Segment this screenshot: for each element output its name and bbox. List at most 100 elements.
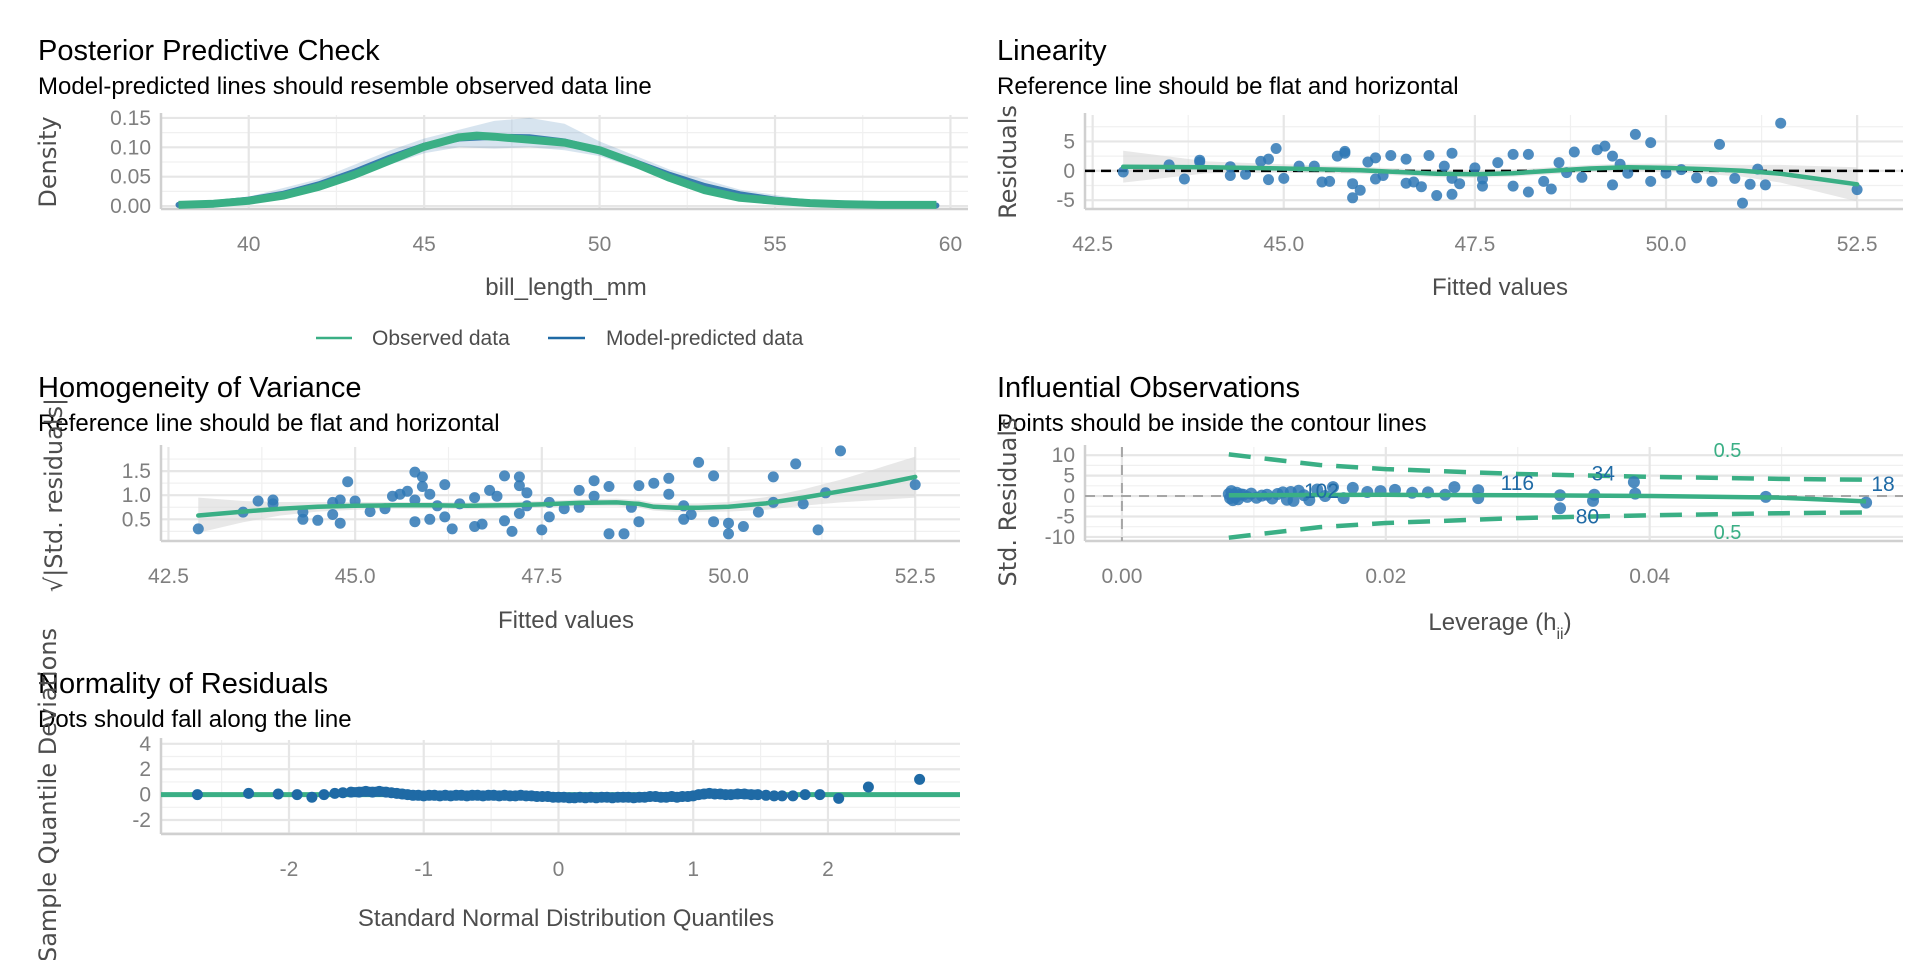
data-point xyxy=(521,487,533,499)
data-point xyxy=(588,475,600,487)
data-point xyxy=(334,494,346,506)
point-label: 34 xyxy=(1592,463,1616,486)
y-tick-label: 0 xyxy=(1063,485,1075,508)
point-label: 102 xyxy=(1304,480,1339,503)
y-axis-title: √|Std. residuals| xyxy=(40,398,68,592)
x-tick-label: 50.0 xyxy=(708,565,749,588)
data-point xyxy=(1545,183,1557,195)
y-tick-label: 5 xyxy=(1063,130,1075,153)
data-point xyxy=(469,492,481,504)
data-point xyxy=(693,456,705,468)
panel-homogeneity-of-variance: Homogeneity of Variance Reference line s… xyxy=(38,372,960,634)
x-tick-label: 0 xyxy=(553,858,565,881)
data-point xyxy=(760,789,772,801)
data-point xyxy=(424,488,436,500)
data-point xyxy=(1554,502,1566,515)
legend: Observed data Model-predicted data xyxy=(316,327,804,350)
data-point xyxy=(499,470,510,482)
data-point xyxy=(1347,178,1359,190)
data-point xyxy=(318,789,330,801)
x-tick-label: 55 xyxy=(763,233,786,256)
data-point xyxy=(337,787,349,799)
x-tick-label: 47.5 xyxy=(521,565,562,588)
point-label: 80 xyxy=(1576,505,1599,528)
x-tick-label: 45.0 xyxy=(1263,233,1304,256)
point-label: 18 xyxy=(1871,473,1894,496)
data-point xyxy=(1346,481,1359,494)
data-point xyxy=(790,458,802,470)
data-point xyxy=(1775,117,1787,129)
data-point xyxy=(1339,147,1351,159)
y-tick-label: 0.00 xyxy=(110,195,151,218)
panel-title: Linearity xyxy=(997,35,1107,67)
y-tick-label: 0.05 xyxy=(110,166,151,189)
x-tick-label: 0.00 xyxy=(1102,565,1143,588)
x-tick-label: 50.0 xyxy=(1646,233,1687,256)
data-point xyxy=(1645,137,1657,149)
data-point xyxy=(297,513,309,525)
data-point xyxy=(909,479,921,491)
smooth-line xyxy=(1228,492,1867,504)
data-point xyxy=(252,495,264,507)
data-point xyxy=(1438,160,1450,172)
data-point xyxy=(633,480,645,492)
data-point xyxy=(685,509,697,520)
data-point xyxy=(776,790,788,802)
data-point xyxy=(752,506,764,518)
data-point xyxy=(1327,481,1339,494)
data-point xyxy=(1599,140,1611,152)
data-point xyxy=(1270,143,1282,154)
y-tick-label: 4 xyxy=(139,733,151,756)
data-point xyxy=(1278,172,1290,184)
y-tick-label: 2 xyxy=(139,758,151,781)
y-axis-title: Residuals xyxy=(994,105,1022,219)
data-point xyxy=(618,528,630,540)
data-point xyxy=(1522,148,1534,160)
data-point xyxy=(543,511,555,523)
point-label: 116 xyxy=(1501,472,1534,495)
data-point xyxy=(663,472,675,484)
data-point xyxy=(1522,186,1534,198)
data-point xyxy=(327,509,339,520)
data-point xyxy=(1178,173,1190,185)
y-tick-label: 0.5 xyxy=(122,508,151,531)
y-tick-label: 1.5 xyxy=(122,460,151,483)
data-point xyxy=(243,787,255,799)
data-point xyxy=(1568,146,1580,158)
data-point xyxy=(499,515,510,527)
x-tick-label: 0.02 xyxy=(1365,565,1406,588)
data-point xyxy=(1706,175,1718,187)
x-axis-title-end: ) xyxy=(1564,609,1572,636)
x-tick-label: -1 xyxy=(414,858,433,881)
data-point xyxy=(416,481,428,492)
data-point xyxy=(812,524,824,536)
data-point xyxy=(513,471,525,483)
data-point xyxy=(1744,178,1756,190)
data-point xyxy=(484,484,496,496)
data-point xyxy=(752,789,764,801)
data-point xyxy=(633,516,645,528)
data-point xyxy=(1729,172,1741,184)
x-tick-label: 45.0 xyxy=(335,565,376,588)
data-point xyxy=(446,523,458,535)
legend-label-predicted: Model-predicted data xyxy=(606,327,804,350)
data-point xyxy=(1851,184,1863,196)
panel-posterior-predictive-check: Posterior Predictive Check Model-predict… xyxy=(34,35,968,350)
data-point xyxy=(1553,157,1565,169)
y-tick-label: 0.10 xyxy=(110,136,151,159)
data-point xyxy=(291,789,303,801)
data-point xyxy=(737,521,749,532)
data-point xyxy=(1622,167,1634,179)
data-point xyxy=(1492,157,1504,169)
data-point xyxy=(1645,175,1657,187)
x-axis-title: Fitted values xyxy=(1432,274,1568,301)
legend-label-observed: Observed data xyxy=(372,327,510,350)
panel-normality-of-residuals: Normality of Residuals Dots should fall … xyxy=(34,628,960,960)
x-tick-label: 60 xyxy=(939,233,962,256)
data-point xyxy=(1263,174,1274,186)
data-point xyxy=(573,484,585,496)
data-point xyxy=(814,789,826,801)
data-point xyxy=(439,479,451,491)
